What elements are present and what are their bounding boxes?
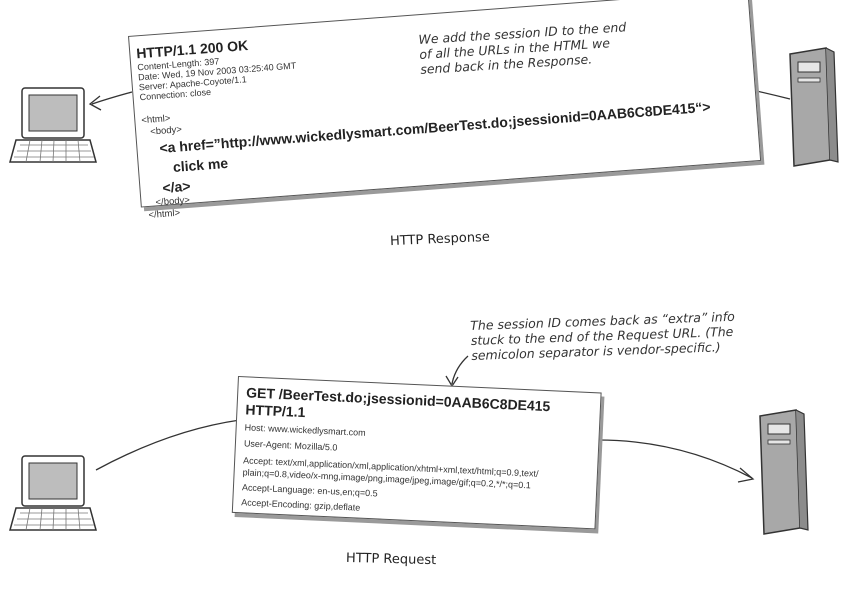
- response-anchor-tag: <a href=”http://www.wickedlysmart.com/Be…: [158, 98, 711, 157]
- annotation-arrow-line: [451, 355, 469, 385]
- response-body-open: <body>: [149, 124, 183, 138]
- request-to-server-line: [597, 439, 753, 479]
- request-protocol: HTTP/1.1: [245, 401, 306, 421]
- request-header: Accept-Encoding: gzip,deflate: [241, 497, 361, 513]
- laptop-icon: [9, 455, 97, 531]
- anchor-prefix: <a href=”http://www.wickedlysmart.com/Be…: [158, 113, 509, 156]
- request-session-id: ;jsessionid=0AAB6C8DE415: [362, 389, 551, 415]
- request-header: Host: www.wickedlysmart.com: [244, 422, 366, 438]
- anchor-suffix: “>: [694, 98, 711, 116]
- response-link-text: click me: [172, 154, 229, 175]
- response-arrowhead: [88, 95, 102, 111]
- response-arrow-line: [91, 91, 133, 105]
- request-header: User-Agent: Mozilla/5.0: [243, 438, 338, 453]
- response-anchor-close: </a>: [161, 177, 192, 196]
- request-arrowhead: [737, 467, 755, 483]
- server-to-response-line: [751, 89, 791, 100]
- laptop-icon: [9, 87, 97, 163]
- client-to-request-line: [95, 419, 241, 471]
- anchor-session-id: ;jsessionid=0AAB6C8DE415: [507, 99, 696, 130]
- request-annotation: The session ID comes back as “extra” inf…: [470, 309, 736, 363]
- http-request-caption: HTTP Request: [345, 550, 437, 569]
- server-tower-icon: [759, 409, 809, 535]
- http-request-card: GET /BeerTest.do;jsessionid=0AAB6C8DE415…: [231, 376, 602, 530]
- server-tower-icon: [789, 47, 839, 167]
- request-header: Accept-Language: en-us,en;q=0.5: [241, 482, 378, 499]
